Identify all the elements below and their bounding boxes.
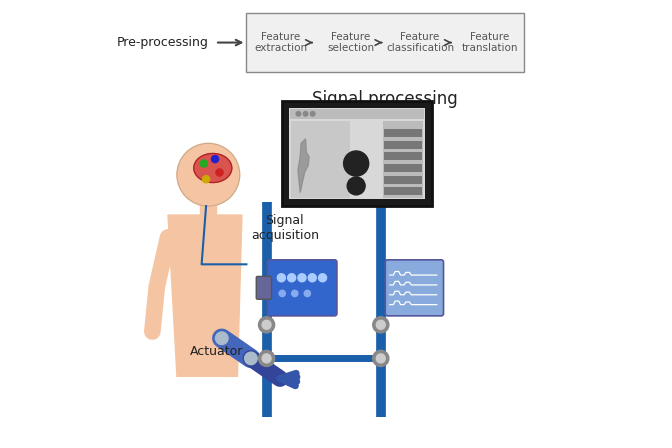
Ellipse shape — [347, 177, 365, 195]
Circle shape — [304, 290, 310, 297]
Bar — [200, 204, 216, 217]
FancyBboxPatch shape — [291, 121, 350, 198]
FancyBboxPatch shape — [384, 141, 421, 149]
Circle shape — [298, 274, 306, 282]
Circle shape — [200, 160, 208, 167]
FancyBboxPatch shape — [385, 260, 444, 316]
Circle shape — [262, 320, 271, 329]
FancyBboxPatch shape — [382, 121, 423, 198]
Circle shape — [216, 169, 223, 176]
FancyBboxPatch shape — [384, 176, 421, 184]
FancyBboxPatch shape — [290, 108, 425, 199]
FancyBboxPatch shape — [384, 164, 421, 172]
Text: Signal
acquisition: Signal acquisition — [251, 215, 319, 242]
Circle shape — [216, 332, 228, 345]
Text: Feature
classification: Feature classification — [386, 32, 454, 53]
FancyBboxPatch shape — [290, 109, 424, 119]
Circle shape — [376, 320, 385, 329]
FancyBboxPatch shape — [282, 101, 432, 206]
Text: Feature
translation: Feature translation — [461, 32, 517, 53]
Text: Feature
extraction: Feature extraction — [255, 32, 308, 53]
Circle shape — [212, 155, 218, 163]
Circle shape — [373, 350, 389, 366]
Circle shape — [319, 274, 327, 282]
Circle shape — [278, 274, 286, 282]
Ellipse shape — [194, 153, 232, 183]
FancyBboxPatch shape — [384, 129, 421, 137]
Circle shape — [310, 112, 315, 116]
Circle shape — [245, 352, 257, 365]
Circle shape — [259, 350, 275, 366]
Circle shape — [308, 274, 317, 282]
Circle shape — [262, 354, 271, 363]
Text: Pre-processing: Pre-processing — [116, 36, 208, 49]
Circle shape — [292, 290, 298, 297]
Circle shape — [279, 290, 286, 297]
Text: Signal processing: Signal processing — [312, 90, 458, 108]
Circle shape — [288, 274, 296, 282]
FancyBboxPatch shape — [384, 152, 421, 160]
Circle shape — [296, 112, 300, 116]
Circle shape — [343, 151, 369, 176]
Text: Feature
selection: Feature selection — [327, 32, 374, 53]
Polygon shape — [168, 215, 242, 376]
FancyBboxPatch shape — [256, 276, 271, 299]
Polygon shape — [298, 139, 309, 193]
FancyBboxPatch shape — [384, 187, 421, 195]
Circle shape — [376, 354, 385, 363]
Circle shape — [177, 143, 240, 206]
Circle shape — [373, 317, 389, 333]
Text: Actuator: Actuator — [190, 345, 244, 358]
FancyBboxPatch shape — [247, 13, 524, 72]
Circle shape — [202, 176, 210, 183]
Circle shape — [259, 317, 275, 333]
FancyBboxPatch shape — [267, 260, 337, 316]
Circle shape — [303, 112, 308, 116]
